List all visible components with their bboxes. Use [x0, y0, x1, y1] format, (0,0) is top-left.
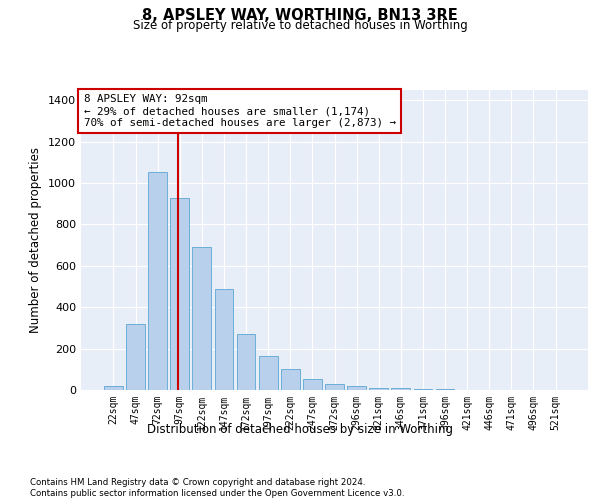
Bar — [370, 388, 388, 390]
Bar — [325, 384, 344, 390]
Bar — [259, 356, 278, 390]
Bar — [215, 288, 233, 390]
Text: Size of property relative to detached houses in Worthing: Size of property relative to detached ho… — [133, 18, 467, 32]
Bar — [347, 386, 366, 390]
Y-axis label: Number of detached properties: Number of detached properties — [29, 147, 43, 333]
Bar — [236, 334, 256, 390]
Bar — [148, 172, 167, 390]
Bar — [413, 389, 433, 390]
Bar — [193, 247, 211, 390]
Bar — [104, 386, 123, 390]
Bar — [303, 378, 322, 390]
Text: Distribution of detached houses by size in Worthing: Distribution of detached houses by size … — [147, 422, 453, 436]
Bar — [126, 324, 145, 390]
Text: 8, APSLEY WAY, WORTHING, BN13 3RE: 8, APSLEY WAY, WORTHING, BN13 3RE — [142, 8, 458, 22]
Text: Contains HM Land Registry data © Crown copyright and database right 2024.
Contai: Contains HM Land Registry data © Crown c… — [30, 478, 404, 498]
Bar — [391, 388, 410, 390]
Bar — [281, 370, 299, 390]
Bar — [170, 198, 189, 390]
Text: 8 APSLEY WAY: 92sqm
← 29% of detached houses are smaller (1,174)
70% of semi-det: 8 APSLEY WAY: 92sqm ← 29% of detached ho… — [83, 94, 395, 128]
